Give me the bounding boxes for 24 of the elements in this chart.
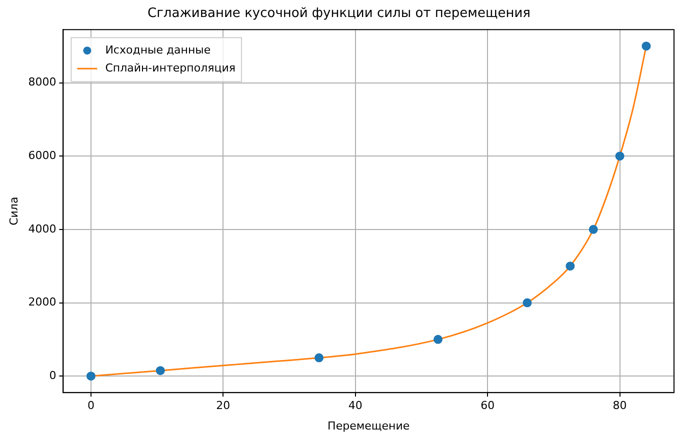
y-axis-title: Сила xyxy=(7,196,20,226)
y-tick-label: 0 xyxy=(49,368,56,382)
x-tick-label: 0 xyxy=(87,399,94,412)
point xyxy=(588,224,598,234)
point xyxy=(86,372,96,381)
legend-label: Сплайн-интерполяция xyxy=(105,61,236,74)
y-tick-label: 4000 xyxy=(28,222,56,236)
chart-title: Сглаживание кусочной функции силы от перемещения xyxy=(148,6,530,22)
x-axis-title: Перемещение xyxy=(328,419,410,432)
x-tick-label: 60 xyxy=(480,399,495,412)
point xyxy=(156,366,165,376)
y-tick-label: 2000 xyxy=(28,296,56,309)
point xyxy=(615,152,624,161)
point xyxy=(642,42,651,51)
x-tick-label: 40 xyxy=(348,399,362,412)
point xyxy=(434,334,443,344)
y-tick-label: 8000 xyxy=(28,76,56,89)
legend-label: Исходные данные xyxy=(105,43,211,56)
point xyxy=(314,353,324,362)
y-tick-label: 6000 xyxy=(28,148,56,162)
point xyxy=(566,262,575,271)
x-tick-label: 80 xyxy=(612,399,627,412)
x-tick-label: 20 xyxy=(216,399,230,412)
point xyxy=(522,298,532,308)
